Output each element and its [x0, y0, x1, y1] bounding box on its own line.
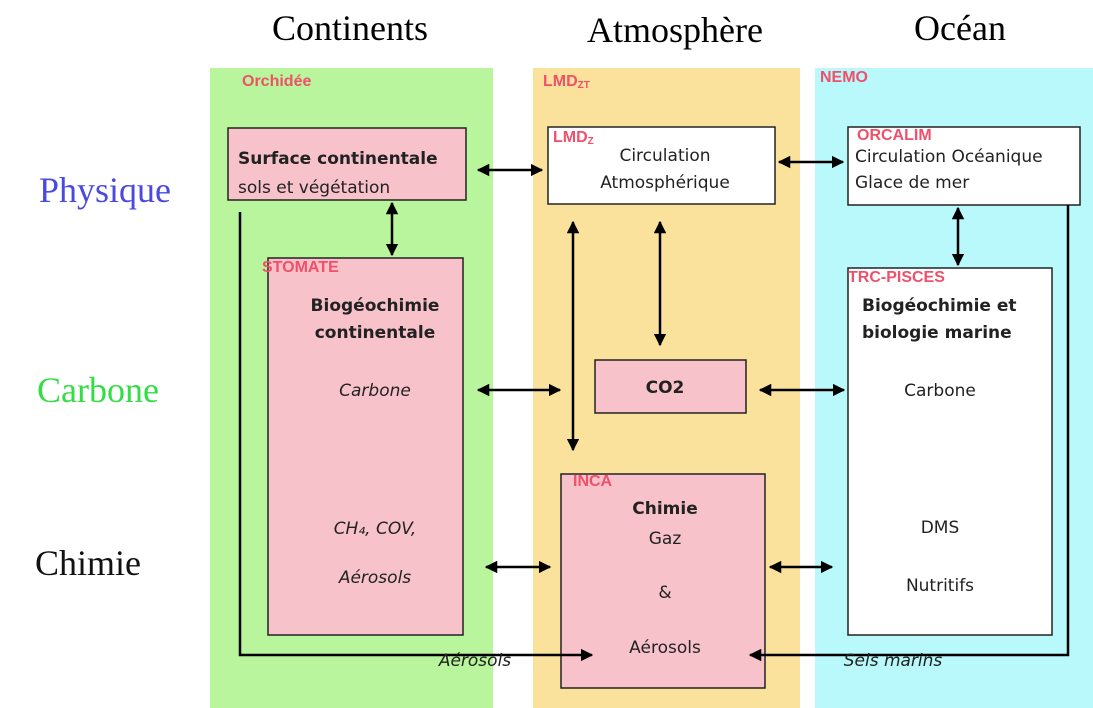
- box-text: biologie marine: [862, 323, 1012, 343]
- box-text: Atmosphérique: [600, 173, 730, 193]
- box-label: LMDZ: [553, 129, 594, 147]
- box-label: INCA: [573, 473, 613, 490]
- box-text: Surface continentale: [238, 149, 438, 169]
- stomate-box: [267, 257, 464, 636]
- model-label: Orchidée: [242, 73, 311, 90]
- flow-label: Aérosols: [438, 651, 511, 671]
- box-text: Chimie: [632, 499, 697, 519]
- box-label: ORCALIM: [857, 127, 932, 144]
- model-label: NEMO: [820, 69, 868, 86]
- box-text: Gaz: [649, 529, 682, 549]
- box-text: Carbone: [339, 381, 411, 401]
- box-text: sols et végétation: [238, 178, 390, 198]
- co2-box: [594, 359, 747, 414]
- row-label: Chimie: [35, 543, 141, 583]
- box-text: Circulation Océanique: [855, 147, 1043, 167]
- box-text: Carbone: [904, 381, 976, 401]
- box-label: STOMATE: [262, 259, 339, 276]
- box-text: continentale: [315, 323, 436, 343]
- row-label: Carbone: [37, 370, 159, 410]
- inca-box: [560, 473, 766, 689]
- box-text: DMS: [921, 518, 960, 538]
- flow-label: Sels marins: [844, 651, 943, 671]
- box-text: Glace de mer: [855, 173, 969, 193]
- column-header: Atmosphère: [587, 10, 763, 50]
- box-text: Biogéochimie: [311, 296, 440, 316]
- box-text: Nutritifs: [906, 576, 974, 596]
- orcalim-box: [847, 126, 1081, 206]
- lmdz-box: [547, 126, 776, 205]
- pisces-box: [847, 267, 1053, 636]
- box-text: CH₄, COV,: [334, 519, 417, 539]
- arrows: [238, 155, 1070, 662]
- box-text: Aérosols: [338, 568, 411, 588]
- box-text: &: [658, 583, 671, 603]
- column-header: Continents: [272, 8, 428, 48]
- surface-box: [227, 127, 467, 201]
- row-label: Physique: [39, 170, 171, 210]
- box-label: TRC-PISCES: [848, 269, 945, 286]
- box-text: Circulation: [619, 146, 710, 166]
- box-text: CO2: [646, 378, 685, 398]
- model-label: LMDZT: [543, 73, 590, 91]
- box-text: Aérosols: [629, 638, 701, 658]
- column-header: Océan: [914, 8, 1006, 48]
- box-text: Biogéochimie et: [862, 296, 1017, 316]
